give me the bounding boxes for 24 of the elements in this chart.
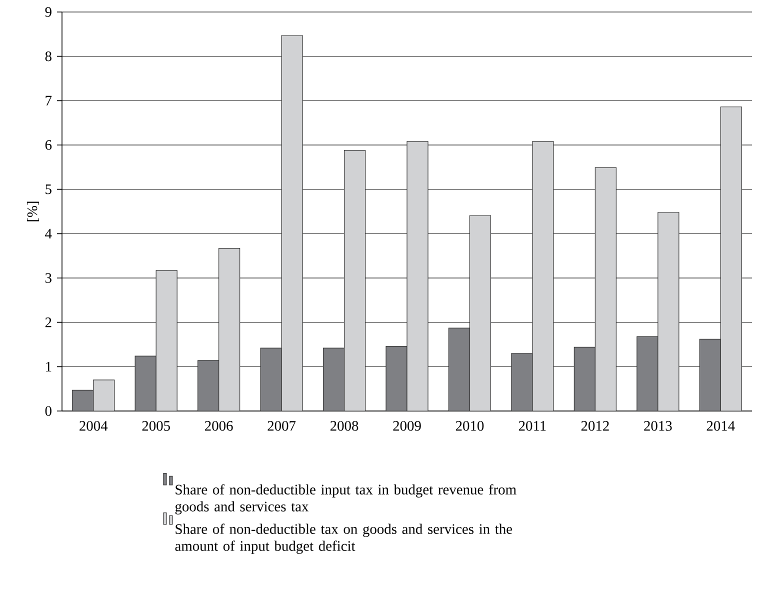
x-tick-label: 2011 <box>518 420 546 431</box>
x-tick-label: 2014 <box>706 420 735 431</box>
y-tick-label: 0 <box>45 406 52 416</box>
y-axis-title: [%] <box>26 202 39 222</box>
x-tick-label: 2006 <box>205 420 233 431</box>
y-tick-label: 6 <box>45 140 52 150</box>
x-tick-label: 2012 <box>581 420 609 431</box>
x-tick-label: 2010 <box>456 420 484 431</box>
y-tick-label: 8 <box>45 51 52 62</box>
x-tick-label: 2013 <box>644 420 672 431</box>
y-tick-label: 7 <box>46 96 52 106</box>
y-tick-label: 5 <box>46 184 52 194</box>
y-tick-label: 9 <box>45 7 52 17</box>
y-tick-label: 3 <box>45 273 52 283</box>
x-tick-label: 2005 <box>142 420 170 431</box>
y-tick-label: 1 <box>46 362 52 372</box>
legend-label: Share of non-deductible tax on goods and services in the amount of input budget deficit <box>175 524 512 554</box>
y-tick-label: 2 <box>45 318 52 328</box>
x-tick-label: 2008 <box>330 420 358 431</box>
x-tick-label: 2009 <box>393 420 421 431</box>
y-tick-label: 4 <box>45 228 52 238</box>
x-tick-label: 2007 <box>268 420 296 431</box>
legend-label: Share of non-deductible input tax in budget revenue from goods and services tax <box>175 484 516 514</box>
x-tick-label: 2004 <box>80 420 108 431</box>
